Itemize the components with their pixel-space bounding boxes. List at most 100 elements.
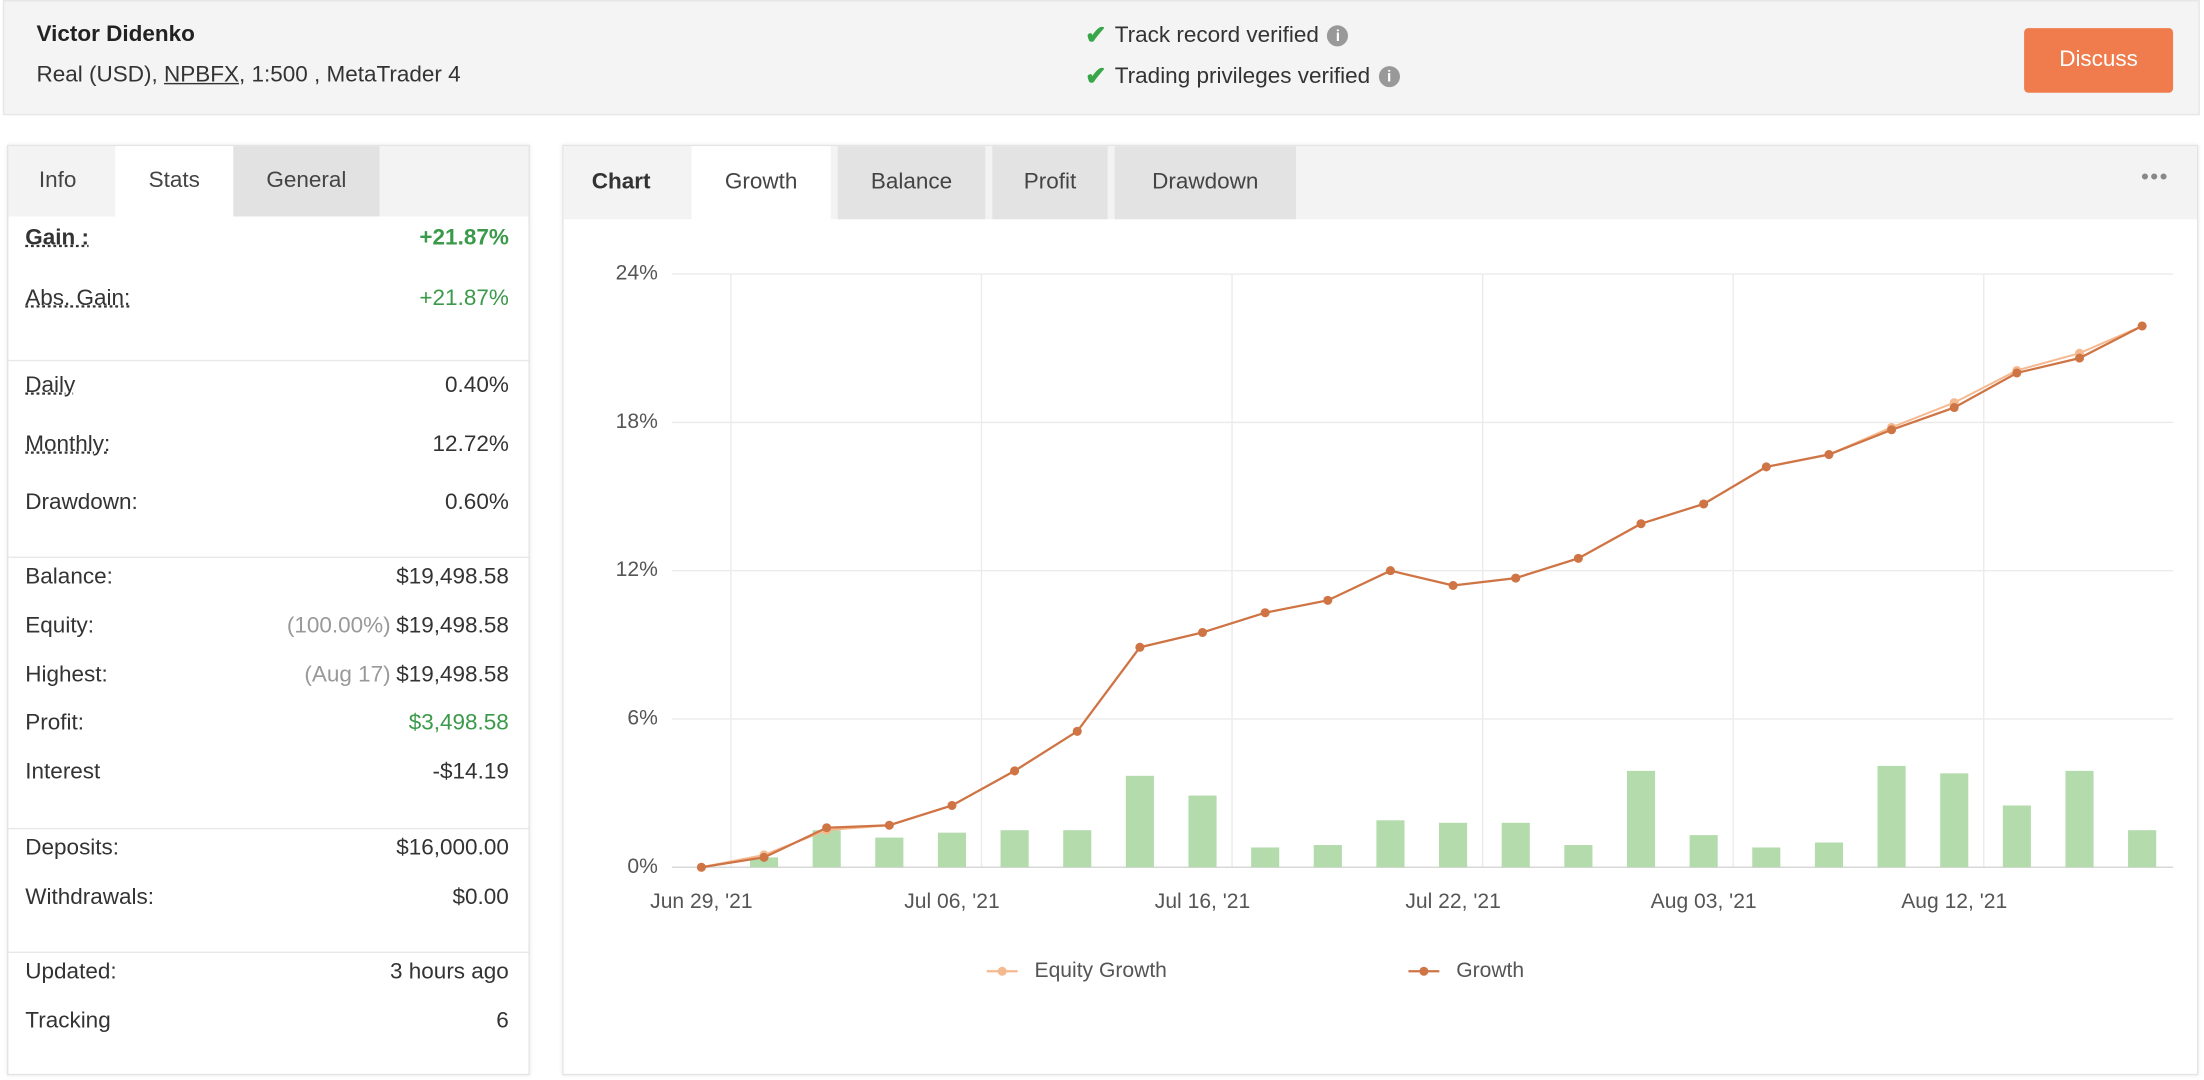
bar (2128, 830, 2157, 868)
stat-value-group: 12.72% (433, 433, 509, 458)
point (2075, 353, 2085, 363)
stat-label: Tracking (25, 1009, 111, 1034)
stat-label: Interest (25, 760, 101, 785)
stat-value-group: $3,498.58 (409, 711, 509, 736)
stats-panel: Info Stats General Gain : +21.87% Abs. Gain: +… (7, 144, 530, 1076)
line (701, 325, 2143, 869)
stat-value: 6 (496, 1009, 509, 1034)
bar (937, 832, 967, 868)
bar (1689, 835, 1718, 868)
tab-bar (563, 146, 2197, 220)
stat-value: +21.87% (419, 226, 509, 251)
point (1448, 581, 1458, 591)
x-tick-label: Jun 29, '21 (650, 890, 752, 913)
stat-row: Updated: 3 hours ago (25, 956, 509, 990)
bar (749, 857, 779, 868)
y-tick-label: 18% (616, 410, 658, 433)
stat-row: Balance: $19,498.58 (25, 561, 509, 595)
stat-note: (Aug 17) (304, 663, 391, 688)
separator (8, 556, 529, 559)
verification-text: Trading privileges verified (1114, 63, 1371, 88)
stat-value-group: -$14.19 (433, 760, 509, 785)
stat-value-group: $0.00 (453, 886, 509, 911)
stat-row: Tracking 6 (25, 1005, 509, 1039)
tab[interactable]: Profit (992, 146, 1108, 220)
legend-label: Equity Growth (1035, 959, 1167, 982)
bar (875, 837, 904, 868)
x-tick-label: Jul 16, '21 (1155, 890, 1250, 913)
point (1761, 462, 1771, 472)
point (1949, 403, 1959, 413)
y-tick-label: 12% (616, 558, 658, 581)
stat-label: Balance: (25, 565, 113, 589)
stat-row: Deposits: $16,000.00 (25, 832, 509, 866)
verification-text: Track record verified (1114, 23, 1319, 48)
info-icon[interactable]: i (1327, 25, 1349, 47)
point (1511, 573, 1521, 583)
point (1887, 425, 1897, 435)
stat-value-group: 0.40% (445, 374, 509, 399)
point (1824, 450, 1834, 460)
stat-label: Highest: (25, 663, 108, 688)
stat-value: 3 hours ago (390, 960, 509, 984)
tab[interactable]: Stats (115, 146, 234, 217)
trader-name: Victor Didenko (36, 22, 195, 47)
bar (1501, 822, 1530, 868)
bar (1564, 845, 1593, 868)
point (1135, 642, 1145, 652)
x-tick-label: Aug 03, '21 (1651, 890, 1757, 913)
broker-link[interactable]: NPBFX (164, 63, 239, 88)
bar (1940, 773, 1969, 868)
stat-value-group: (100.00%) $19,498.58 (287, 614, 509, 639)
point (2137, 321, 2147, 331)
stat-value-group: +21.87% (419, 226, 508, 251)
stat-label: Updated: (25, 960, 117, 984)
stat-label: Gain : (25, 226, 90, 251)
point (1636, 519, 1646, 529)
point (696, 862, 706, 872)
stat-value-group: 0.60% (445, 491, 509, 516)
point (1573, 553, 1583, 563)
point (1198, 627, 1208, 637)
stat-value: 0.60% (445, 490, 509, 515)
x-tick-label: Aug 12, '21 (1901, 890, 2007, 913)
y-tick-label: 6% (627, 707, 657, 730)
bar (1251, 847, 1280, 868)
bar (2002, 805, 2031, 868)
point (1260, 608, 1270, 618)
stat-row: Equity: (100.00%) $19,498.58 (25, 610, 509, 644)
stat-label: Deposits: (25, 836, 120, 861)
stat-value: $3,498.58 (408, 711, 509, 736)
bar (1313, 845, 1342, 868)
tab[interactable]: General (233, 146, 380, 217)
stat-row: Daily 0.40% (25, 370, 509, 404)
separator (8, 951, 529, 954)
stat-row: Monthly: 12.72% (25, 429, 509, 463)
stat-row: Abs. Gain: +21.87% (25, 283, 509, 317)
stat-label: Drawdown: (25, 490, 138, 515)
menu-dots[interactable]: ••• (2141, 165, 2169, 190)
stat-row: Drawdown: 0.60% (25, 486, 509, 520)
bar (2065, 770, 2094, 868)
stat-row: Gain : +21.87% (25, 222, 509, 256)
tab[interactable]: Growth (691, 146, 831, 220)
stat-value: $19,498.58 (396, 663, 509, 688)
verification: ✔ Trading privileges verified i (1085, 62, 1400, 92)
tab[interactable]: Info (38, 168, 77, 193)
info-icon[interactable]: i (1378, 66, 1400, 88)
stat-row: Highest: (Aug 17) $19,498.58 (25, 659, 509, 693)
bar (1125, 775, 1154, 868)
bar (1626, 770, 1656, 868)
tab[interactable]: Balance (837, 146, 986, 220)
stat-value-group: 3 hours ago (390, 960, 509, 985)
point (884, 820, 894, 830)
tab[interactable]: Drawdown (1114, 146, 1296, 220)
separator (8, 359, 529, 362)
discuss-button[interactable]: Discuss (2024, 28, 2174, 93)
legend-marker (1419, 966, 1429, 976)
chart-label: Chart (591, 170, 651, 194)
y-tick-label: 24% (616, 262, 658, 285)
stat-label: Withdrawals: (25, 885, 155, 910)
